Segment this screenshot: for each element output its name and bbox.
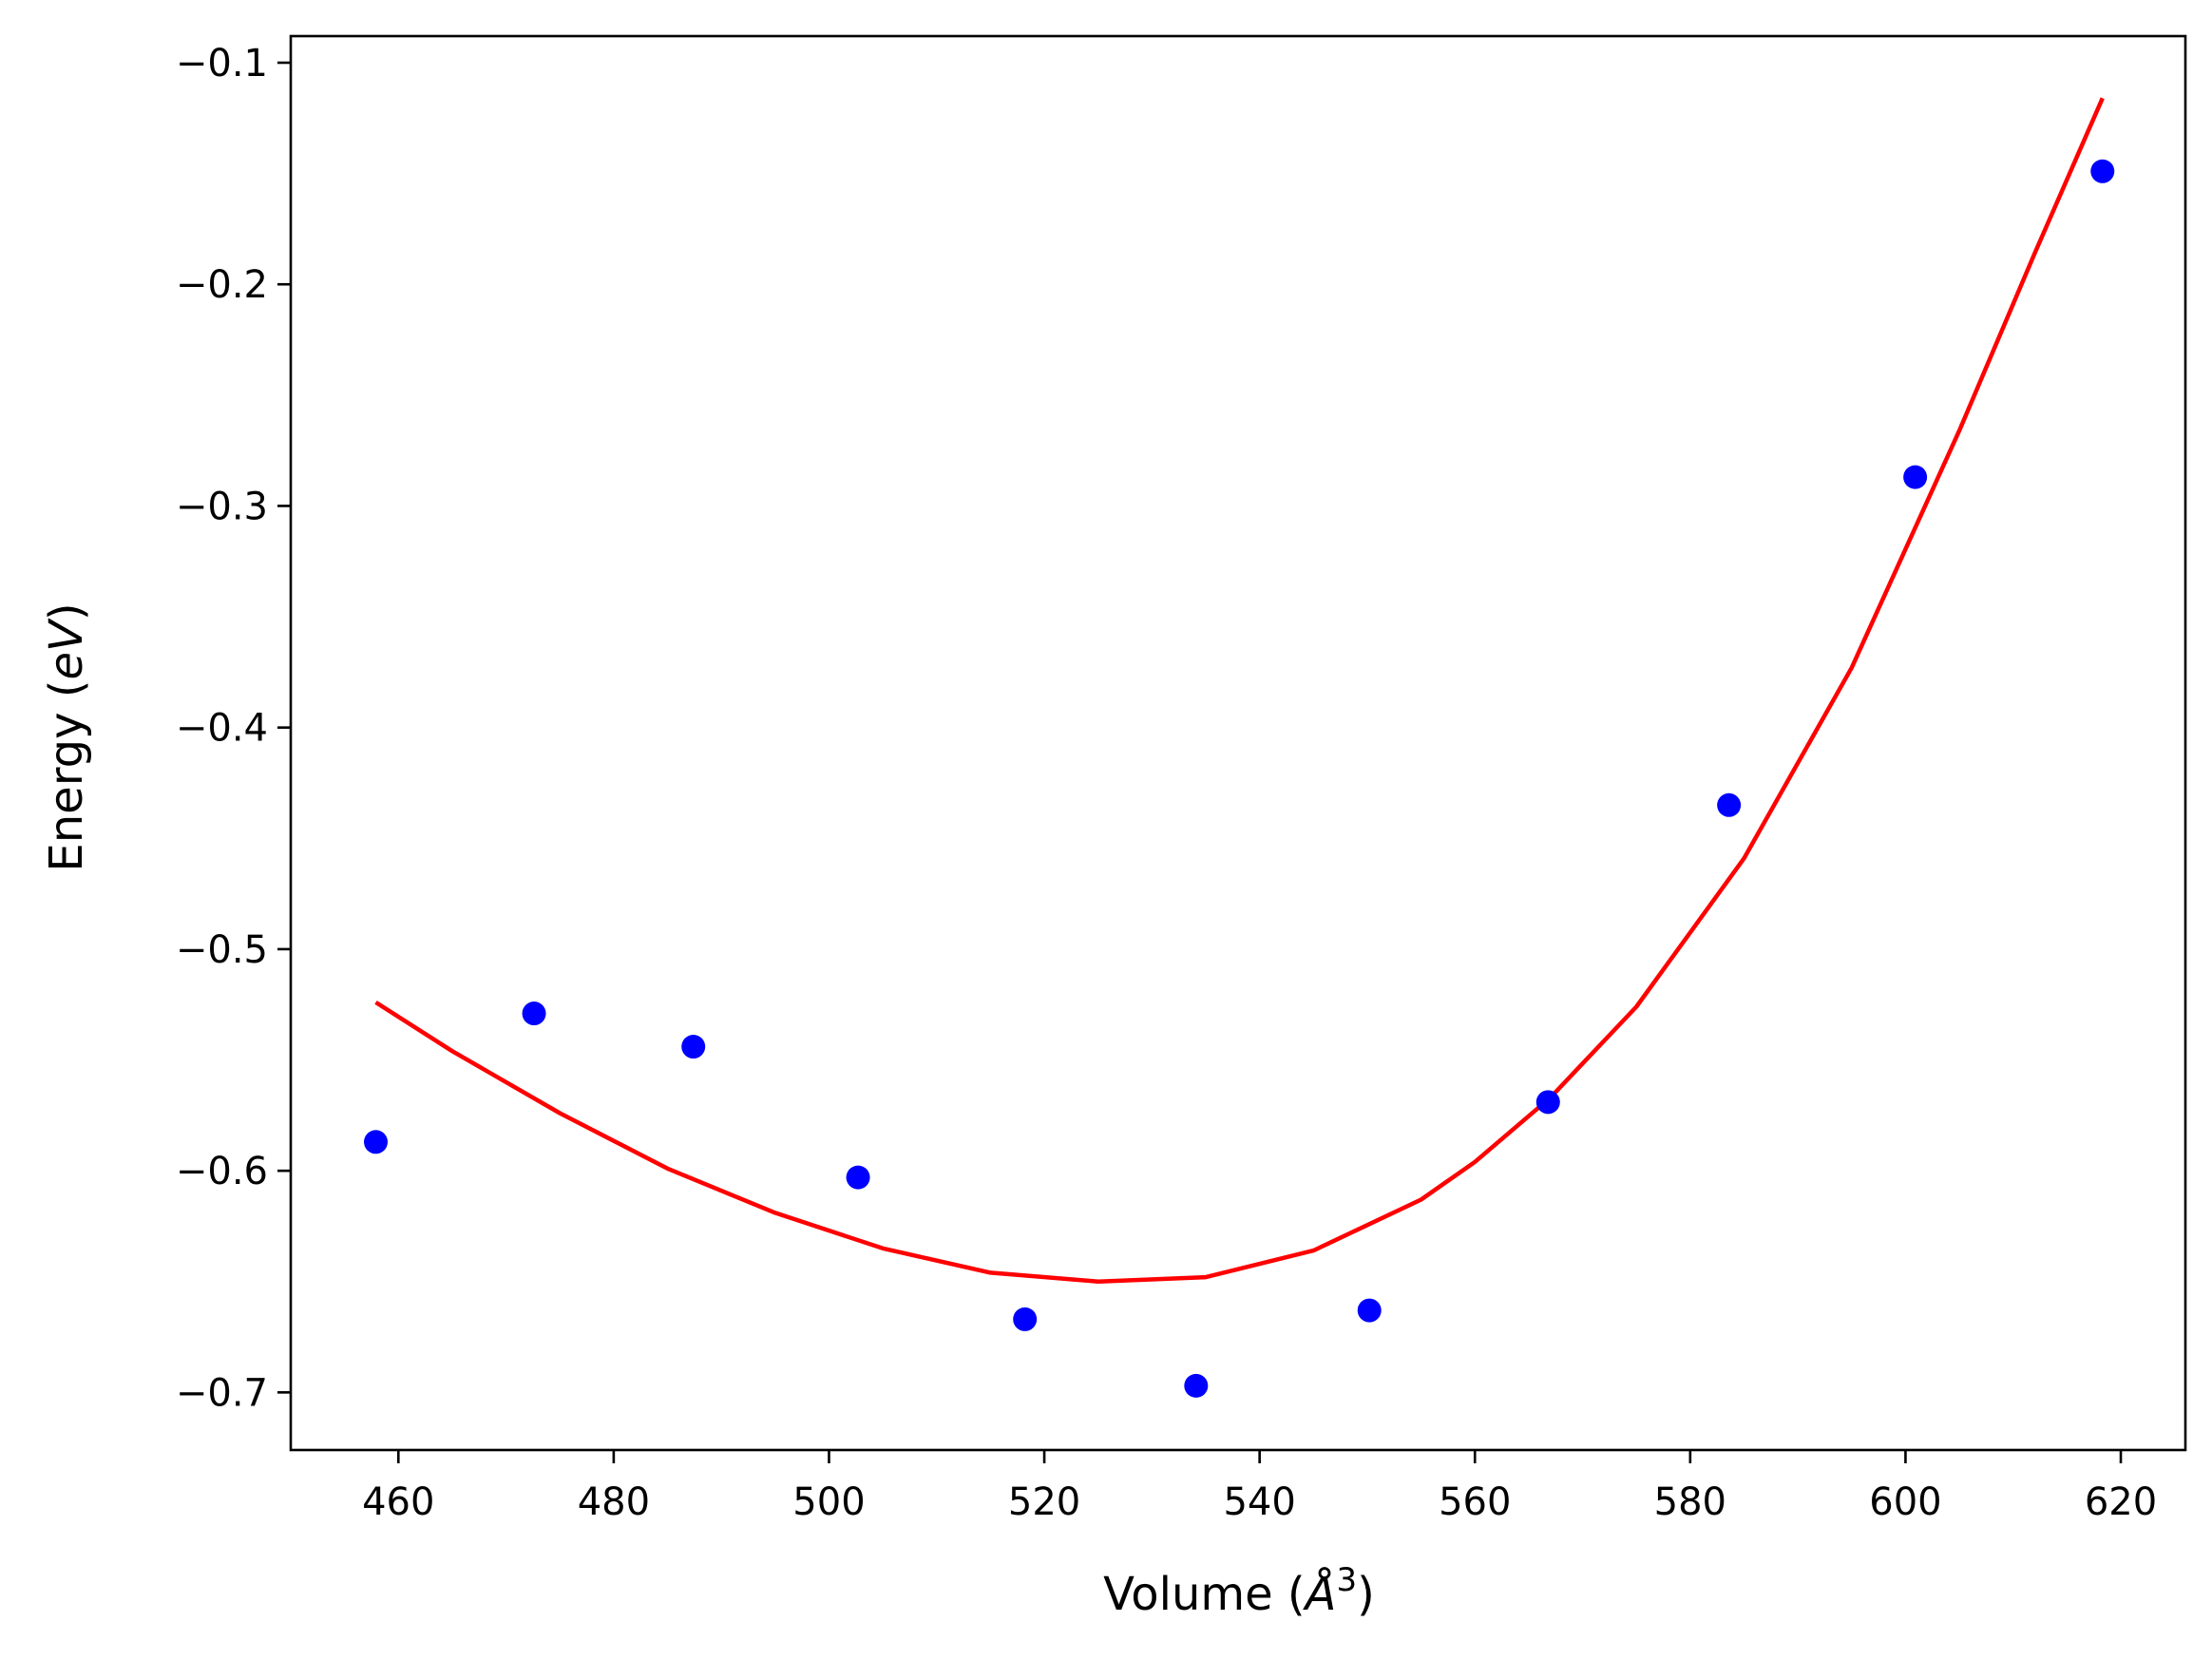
y-tick-label: −0.1 bbox=[176, 42, 268, 86]
data-point bbox=[522, 1002, 546, 1026]
x-tick-label: 560 bbox=[1439, 1480, 1511, 1524]
x-tick-label: 600 bbox=[1869, 1480, 1941, 1524]
y-tick-label: −0.2 bbox=[176, 263, 268, 307]
x-tick-label: 580 bbox=[1654, 1480, 1726, 1524]
x-tick-label: 500 bbox=[792, 1480, 865, 1524]
y-tick-label: −0.6 bbox=[176, 1150, 268, 1193]
x-axis-label: Volume (Å3) bbox=[1103, 1561, 1375, 1621]
data-point bbox=[364, 1130, 389, 1154]
x-axis: 460 480 500 520 540 560 580 600 620 bbox=[362, 1450, 2157, 1524]
x-tick-label: 480 bbox=[578, 1480, 650, 1524]
y-axis-label: Energy (eV) bbox=[40, 602, 93, 871]
data-point bbox=[1184, 1373, 1209, 1398]
fit-curve bbox=[374, 97, 2105, 1284]
y-axis: −0.7 −0.6 −0.5 −0.4 −0.3 −0.2 −0.1 bbox=[176, 42, 291, 1415]
data-point bbox=[681, 1035, 706, 1059]
y-tick-label: −0.4 bbox=[176, 707, 268, 751]
data-point bbox=[1903, 465, 1928, 489]
x-tick-label: 460 bbox=[362, 1480, 434, 1524]
data-point bbox=[1535, 1090, 1560, 1115]
data-point bbox=[1013, 1307, 1038, 1331]
y-tick-label: −0.7 bbox=[176, 1371, 268, 1415]
plot-content bbox=[364, 97, 2115, 1398]
data-point bbox=[846, 1165, 870, 1190]
y-tick-label: −0.3 bbox=[176, 485, 268, 528]
plot-area-frame bbox=[289, 34, 2187, 1452]
x-tick-label: 520 bbox=[1008, 1480, 1080, 1524]
data-point bbox=[1357, 1298, 1382, 1323]
x-tick-label: 620 bbox=[2085, 1480, 2157, 1524]
data-point bbox=[1717, 792, 1742, 817]
y-tick-label: −0.5 bbox=[176, 928, 268, 972]
data-point bbox=[2090, 159, 2115, 183]
x-tick-label: 540 bbox=[1223, 1480, 1295, 1524]
